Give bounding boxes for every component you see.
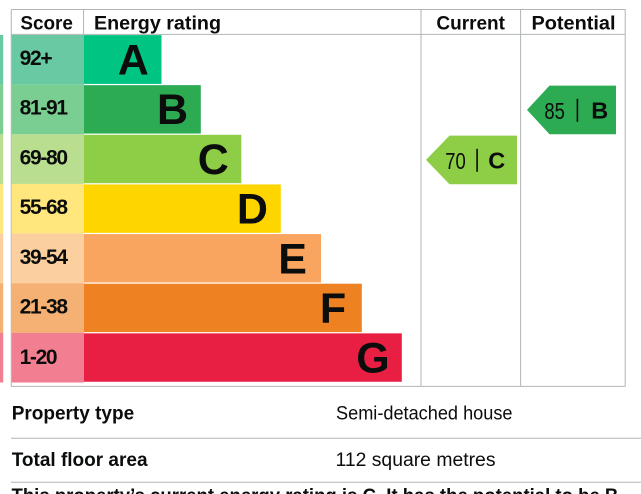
svg-text:F: F bbox=[320, 285, 346, 333]
svg-text:39-54: 39-54 bbox=[20, 246, 69, 269]
svg-text:B: B bbox=[591, 97, 608, 123]
svg-text:E: E bbox=[278, 235, 307, 283]
svg-text:70: 70 bbox=[445, 148, 466, 174]
svg-text:Total floor area: Total floor area bbox=[12, 450, 148, 471]
svg-text:55-68: 55-68 bbox=[20, 196, 69, 219]
svg-text:D: D bbox=[237, 186, 268, 234]
svg-text:21-38: 21-38 bbox=[20, 296, 69, 319]
svg-text:This property’s current energy: This property’s current energy rating is… bbox=[12, 486, 624, 494]
svg-text:C: C bbox=[198, 136, 229, 184]
svg-text:1-20: 1-20 bbox=[20, 346, 58, 369]
svg-text:C: C bbox=[488, 147, 505, 173]
svg-text:A: A bbox=[118, 37, 149, 85]
svg-text:Semi-detached house: Semi-detached house bbox=[336, 403, 513, 424]
svg-text:112 square metres: 112 square metres bbox=[336, 450, 496, 471]
svg-text:G: G bbox=[356, 335, 389, 383]
svg-text:81-91: 81-91 bbox=[20, 97, 69, 120]
svg-text:Current: Current bbox=[436, 13, 505, 34]
svg-text:92+: 92+ bbox=[20, 47, 53, 70]
svg-text:Energy rating: Energy rating bbox=[94, 13, 221, 34]
svg-text:B: B bbox=[157, 86, 188, 134]
svg-text:69-80: 69-80 bbox=[20, 146, 69, 169]
svg-text:Score: Score bbox=[20, 13, 73, 34]
svg-text:85: 85 bbox=[544, 98, 565, 124]
svg-text:Potential: Potential bbox=[532, 13, 616, 34]
svg-text:Property type: Property type bbox=[12, 403, 134, 424]
